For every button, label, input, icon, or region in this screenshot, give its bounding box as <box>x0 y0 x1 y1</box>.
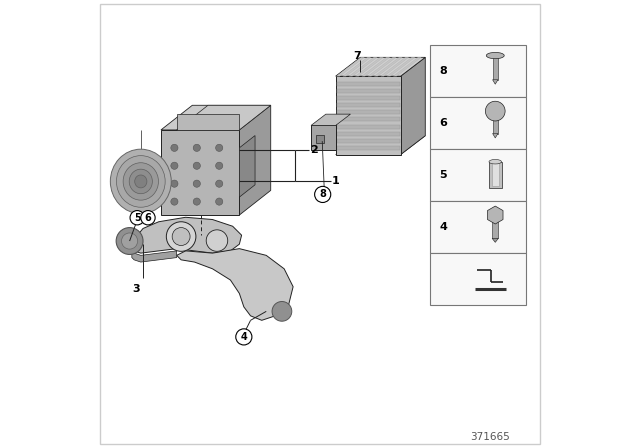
Text: 2: 2 <box>310 145 317 155</box>
Polygon shape <box>337 139 400 143</box>
Polygon shape <box>337 146 400 150</box>
Ellipse shape <box>116 155 165 207</box>
Text: 6: 6 <box>440 118 447 128</box>
Ellipse shape <box>129 169 152 194</box>
Polygon shape <box>335 76 401 155</box>
Polygon shape <box>381 57 408 76</box>
Bar <box>492 215 499 238</box>
Bar <box>493 111 498 134</box>
Polygon shape <box>493 80 498 84</box>
Circle shape <box>166 222 196 251</box>
Polygon shape <box>177 114 239 130</box>
Circle shape <box>172 228 190 246</box>
Ellipse shape <box>489 159 502 164</box>
Polygon shape <box>387 57 415 76</box>
Circle shape <box>193 180 200 187</box>
Polygon shape <box>239 105 271 215</box>
Polygon shape <box>374 57 403 76</box>
Polygon shape <box>239 135 255 197</box>
Circle shape <box>193 162 200 169</box>
Polygon shape <box>368 57 396 76</box>
Circle shape <box>171 144 178 151</box>
Bar <box>430 45 526 97</box>
Text: 5: 5 <box>134 213 141 223</box>
Polygon shape <box>311 114 351 125</box>
Circle shape <box>193 198 200 205</box>
Polygon shape <box>177 105 271 130</box>
Polygon shape <box>488 206 503 224</box>
Circle shape <box>171 198 178 205</box>
Polygon shape <box>337 132 400 136</box>
Circle shape <box>130 211 145 225</box>
Circle shape <box>216 144 223 151</box>
Polygon shape <box>132 217 241 253</box>
Circle shape <box>122 233 138 249</box>
Circle shape <box>171 180 178 187</box>
Text: 5: 5 <box>440 170 447 180</box>
Circle shape <box>272 302 292 321</box>
Text: 8: 8 <box>319 190 326 199</box>
Circle shape <box>315 186 331 202</box>
Polygon shape <box>316 135 324 143</box>
Polygon shape <box>335 57 425 76</box>
Text: 6: 6 <box>145 213 151 223</box>
Polygon shape <box>311 125 335 150</box>
Polygon shape <box>337 125 400 129</box>
Circle shape <box>171 162 178 169</box>
Polygon shape <box>335 136 425 155</box>
Circle shape <box>216 162 223 169</box>
Text: 371665: 371665 <box>470 432 510 442</box>
Polygon shape <box>337 89 400 93</box>
Polygon shape <box>493 134 498 138</box>
Text: 7: 7 <box>353 51 360 61</box>
Circle shape <box>216 180 223 187</box>
Polygon shape <box>362 57 390 76</box>
Polygon shape <box>337 82 400 86</box>
Polygon shape <box>394 57 421 76</box>
Polygon shape <box>343 57 371 76</box>
Ellipse shape <box>134 175 147 188</box>
Circle shape <box>236 329 252 345</box>
Bar <box>430 97 526 149</box>
Text: 1: 1 <box>332 177 340 186</box>
Circle shape <box>206 230 228 251</box>
Polygon shape <box>337 110 400 114</box>
Bar <box>430 253 526 305</box>
Text: 8: 8 <box>440 66 447 76</box>
Polygon shape <box>349 57 377 76</box>
Polygon shape <box>337 96 400 100</box>
Bar <box>430 201 526 253</box>
Polygon shape <box>337 103 400 107</box>
Bar <box>430 149 526 201</box>
Polygon shape <box>492 238 499 242</box>
Circle shape <box>116 228 143 254</box>
Text: 4: 4 <box>440 222 447 232</box>
Bar <box>492 163 499 186</box>
Polygon shape <box>356 57 383 76</box>
Bar <box>489 162 502 188</box>
Ellipse shape <box>486 52 504 59</box>
Circle shape <box>141 211 155 225</box>
Polygon shape <box>177 249 293 320</box>
Circle shape <box>216 198 223 205</box>
Text: 4: 4 <box>241 332 247 342</box>
Bar <box>493 55 498 80</box>
Text: 3: 3 <box>132 284 140 294</box>
Polygon shape <box>132 251 177 262</box>
Polygon shape <box>401 57 425 155</box>
Polygon shape <box>161 105 271 130</box>
Ellipse shape <box>123 163 159 200</box>
Polygon shape <box>337 57 364 76</box>
Circle shape <box>193 144 200 151</box>
Circle shape <box>485 101 505 121</box>
Polygon shape <box>161 130 239 215</box>
Ellipse shape <box>110 149 172 214</box>
Polygon shape <box>337 117 400 121</box>
